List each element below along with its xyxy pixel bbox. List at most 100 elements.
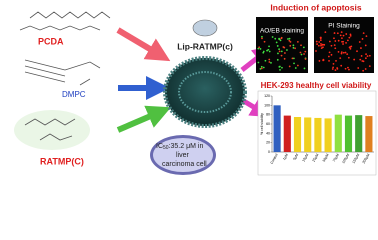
bar <box>293 117 302 152</box>
cell-dot <box>261 37 263 40</box>
bar <box>344 115 353 152</box>
cell-dot <box>276 58 279 61</box>
cell-dot <box>340 52 343 55</box>
cell-dot <box>341 37 343 40</box>
cell-dot <box>283 52 286 54</box>
cell-dot <box>277 52 279 55</box>
cell-dot <box>293 62 295 65</box>
cell-dot <box>328 59 330 62</box>
cell-dot <box>278 65 281 68</box>
cell-dot <box>261 35 263 38</box>
cell-dot <box>366 55 369 58</box>
cell-dot <box>332 66 335 69</box>
cell-dot <box>342 43 344 45</box>
cell-dot <box>318 41 321 43</box>
cell-dot <box>320 47 323 49</box>
dmpc-structure <box>24 59 101 86</box>
cell-dot <box>328 51 331 54</box>
cell-dot <box>320 43 322 45</box>
cell-dot <box>339 34 342 37</box>
cell-dot <box>334 40 337 42</box>
cell-dot <box>345 41 347 44</box>
cell-dot <box>346 53 349 56</box>
cell-dot <box>333 32 336 34</box>
cell-dot <box>296 64 299 67</box>
x-tick-label: 5µM <box>292 153 299 161</box>
cell-dot <box>333 44 336 46</box>
y-tick-label: 60 <box>266 122 270 126</box>
y-tick-label: 40 <box>266 131 270 135</box>
cell-dot <box>349 33 352 36</box>
cell-dot <box>294 67 297 69</box>
cell-dot <box>302 46 305 49</box>
arrow <box>116 27 171 62</box>
cell-dot <box>331 68 334 70</box>
cell-dot <box>324 31 327 34</box>
ratmp-structure <box>24 118 76 141</box>
cell-dot <box>323 43 326 46</box>
cell-dot <box>315 40 318 43</box>
bar <box>365 116 373 152</box>
cell-dot <box>320 44 322 47</box>
cell-dot <box>322 58 325 61</box>
cell-dot <box>292 57 295 60</box>
cell-dot <box>346 39 349 42</box>
cell-dot <box>350 45 353 48</box>
cell-dot <box>335 59 337 62</box>
x-tick-label: 50µM <box>322 153 330 163</box>
cell-dot <box>260 65 263 68</box>
cell-dot <box>348 68 350 71</box>
x-tick-label: 100µM <box>341 153 350 164</box>
cell-dot <box>294 47 296 50</box>
cell-dot <box>262 66 265 69</box>
cell-dot <box>334 69 337 72</box>
cell-dot <box>357 67 360 69</box>
cell-dot <box>278 37 281 40</box>
cell-dot <box>315 50 317 52</box>
molecule-label: PCDA <box>38 36 64 46</box>
cell-dot <box>303 53 305 55</box>
cell-dot <box>278 50 281 53</box>
bar <box>334 114 342 152</box>
cell-dot <box>327 55 330 58</box>
pcda-structure <box>29 11 111 19</box>
x-tick-label: 75µM <box>332 153 340 163</box>
cell-dot <box>318 60 321 62</box>
cell-dot <box>337 39 340 42</box>
cell-dot <box>259 48 262 50</box>
cell-dot <box>362 69 365 72</box>
cell-dot <box>300 53 303 56</box>
cell-dot <box>336 32 339 35</box>
cell-dot <box>292 44 295 47</box>
cell-dot <box>280 50 283 53</box>
graphical-abstract: PCDA DMPC RATMP(C) Lip-RATMP(c) IC50:35.… <box>14 2 377 176</box>
cell-dot <box>360 55 363 57</box>
cell-dot <box>304 58 307 60</box>
bar <box>314 117 322 152</box>
cell-dot <box>347 66 349 69</box>
cell-dot <box>281 66 283 69</box>
cell-dot <box>260 67 263 70</box>
cell-dot <box>291 57 294 60</box>
cell-dot <box>321 43 324 46</box>
cell-dot <box>364 68 367 70</box>
cell-dot <box>347 56 350 59</box>
ratmp-background <box>14 110 90 150</box>
cell-dot <box>345 33 348 35</box>
cell-dot <box>362 60 365 63</box>
cell-dot <box>280 37 283 40</box>
cell-dot <box>368 54 371 57</box>
cell-dot <box>304 50 307 53</box>
liposome <box>163 56 247 128</box>
bar <box>283 115 291 152</box>
x-tick-label: 10µM <box>301 153 309 163</box>
cell-dot <box>271 36 274 38</box>
cell-dot <box>364 57 367 60</box>
cell-dot <box>278 48 280 51</box>
cell-dot <box>296 41 299 43</box>
liposome-inner <box>178 71 232 113</box>
bar <box>304 117 312 152</box>
cell-dot <box>289 44 292 47</box>
cell-dot <box>349 47 352 50</box>
cell-dot <box>257 47 260 50</box>
